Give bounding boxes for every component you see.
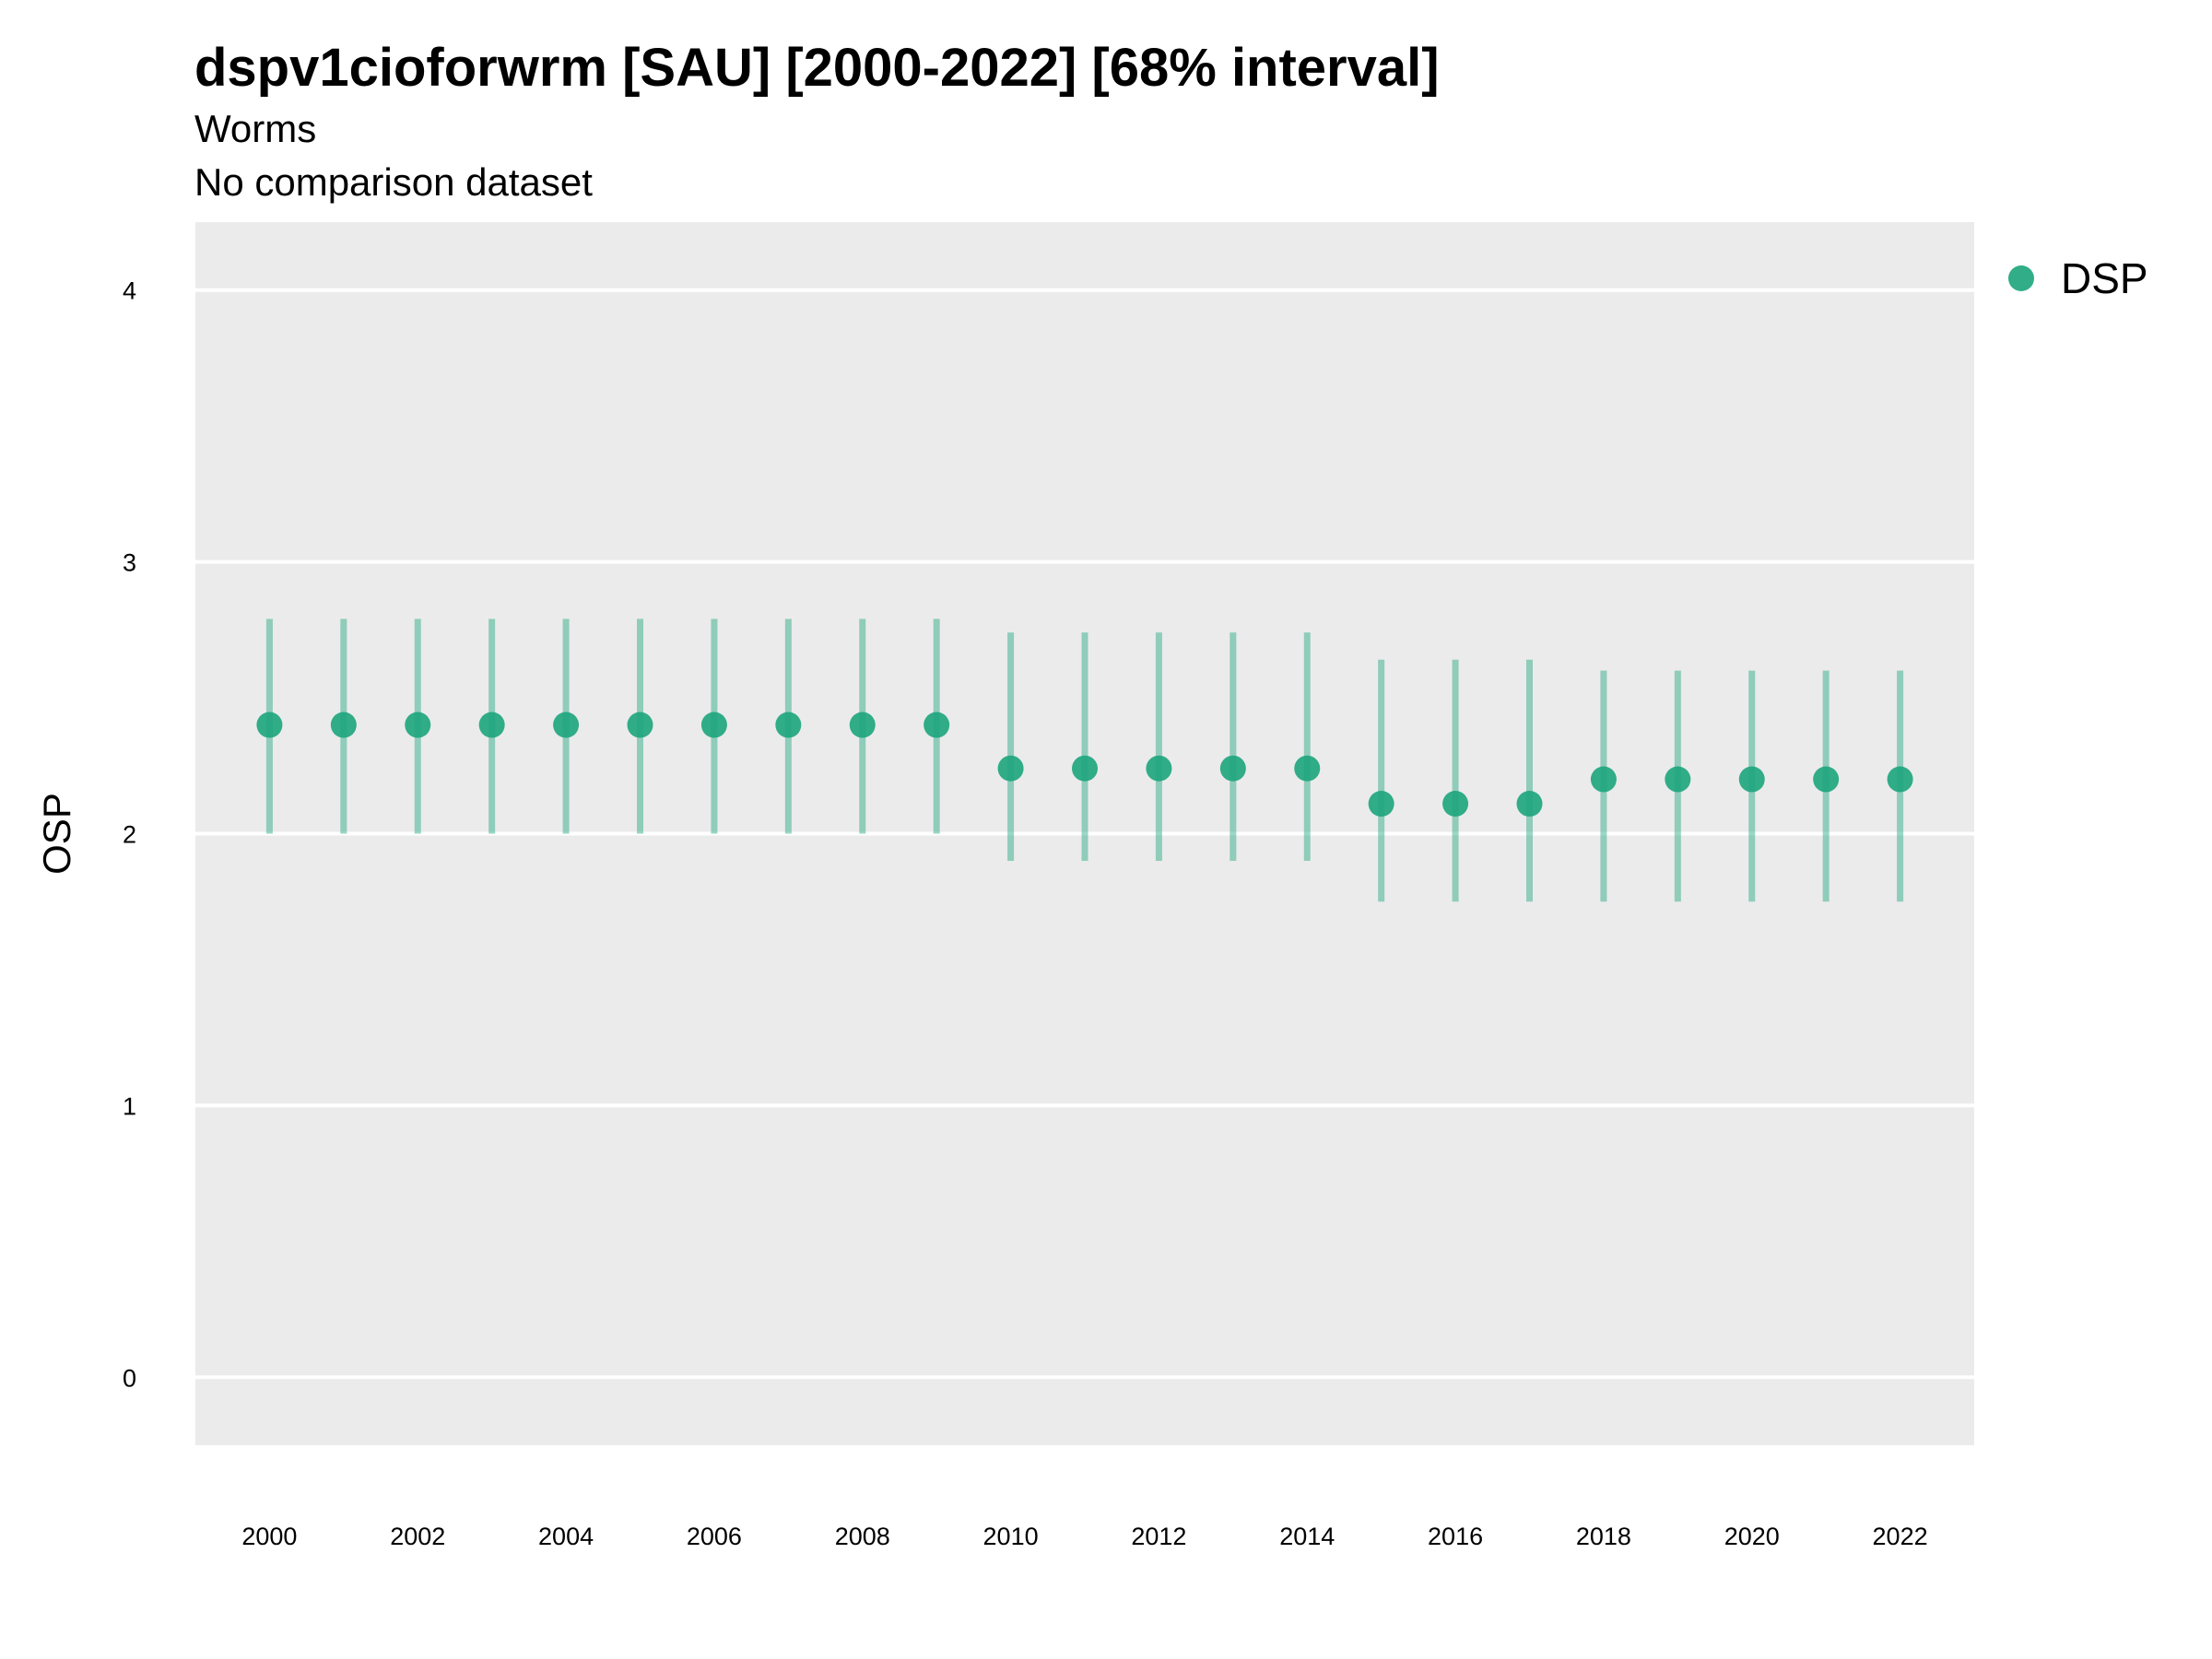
x-tick-label: 2014 (1279, 1523, 1335, 1550)
y-axis-label: OSP (35, 793, 78, 875)
x-tick-label: 2004 (538, 1523, 594, 1550)
legend-key (2008, 265, 2034, 291)
data-point (330, 712, 357, 738)
data-point (1368, 791, 1394, 818)
x-tick-label: 2008 (835, 1523, 890, 1550)
data-point (1294, 755, 1321, 782)
data-point (1590, 766, 1617, 793)
x-tick-label: 2002 (390, 1523, 445, 1550)
y-axis-ticks: 0 1 2 3 4 (123, 277, 136, 1393)
grid-lines (195, 288, 1974, 1380)
data-point (1146, 755, 1172, 782)
legend: DSP (2008, 254, 2148, 302)
data-point (1813, 766, 1840, 793)
data-point (405, 712, 431, 738)
data-points (256, 712, 1913, 818)
data-point (1219, 755, 1246, 782)
x-tick-label: 2006 (687, 1523, 742, 1550)
data-point (1072, 755, 1098, 782)
data-point (997, 755, 1024, 782)
legend-label: DSP (2061, 254, 2148, 302)
data-point (1442, 791, 1469, 818)
x-tick-label: 2010 (983, 1523, 1039, 1550)
data-point (700, 712, 727, 738)
data-point (775, 712, 802, 738)
x-tick-label: 2000 (241, 1523, 297, 1550)
x-tick-label: 2022 (1873, 1523, 1928, 1550)
y-tick-label: 2 (123, 821, 136, 849)
y-tick-label: 4 (123, 277, 136, 305)
chart-subtitle: Worms (194, 107, 317, 150)
x-tick-label: 2020 (1724, 1523, 1780, 1550)
chart-caption: No comparison dataset (194, 160, 593, 204)
x-axis-ticks: 2000 2002 2004 2006 2008 2010 2012 2014 2016 2018… (241, 1523, 1927, 1550)
data-point (924, 712, 950, 738)
chart-title: dspv1cioforwrm [SAU] [2000-2022] [68% in… (194, 38, 1440, 98)
x-tick-label: 2012 (1131, 1523, 1186, 1550)
data-point (1665, 766, 1691, 793)
data-point (1516, 791, 1543, 818)
data-point (627, 712, 653, 738)
data-point (1738, 766, 1765, 793)
y-tick-label: 0 (123, 1364, 136, 1392)
data-point (849, 712, 876, 738)
x-tick-label: 2016 (1428, 1523, 1483, 1550)
y-tick-label: 1 (123, 1092, 136, 1120)
x-tick-label: 2018 (1576, 1523, 1631, 1550)
y-tick-label: 3 (123, 549, 136, 577)
data-point (1887, 766, 1913, 793)
data-point (256, 712, 283, 738)
data-point (553, 712, 580, 738)
data-point (478, 712, 505, 738)
